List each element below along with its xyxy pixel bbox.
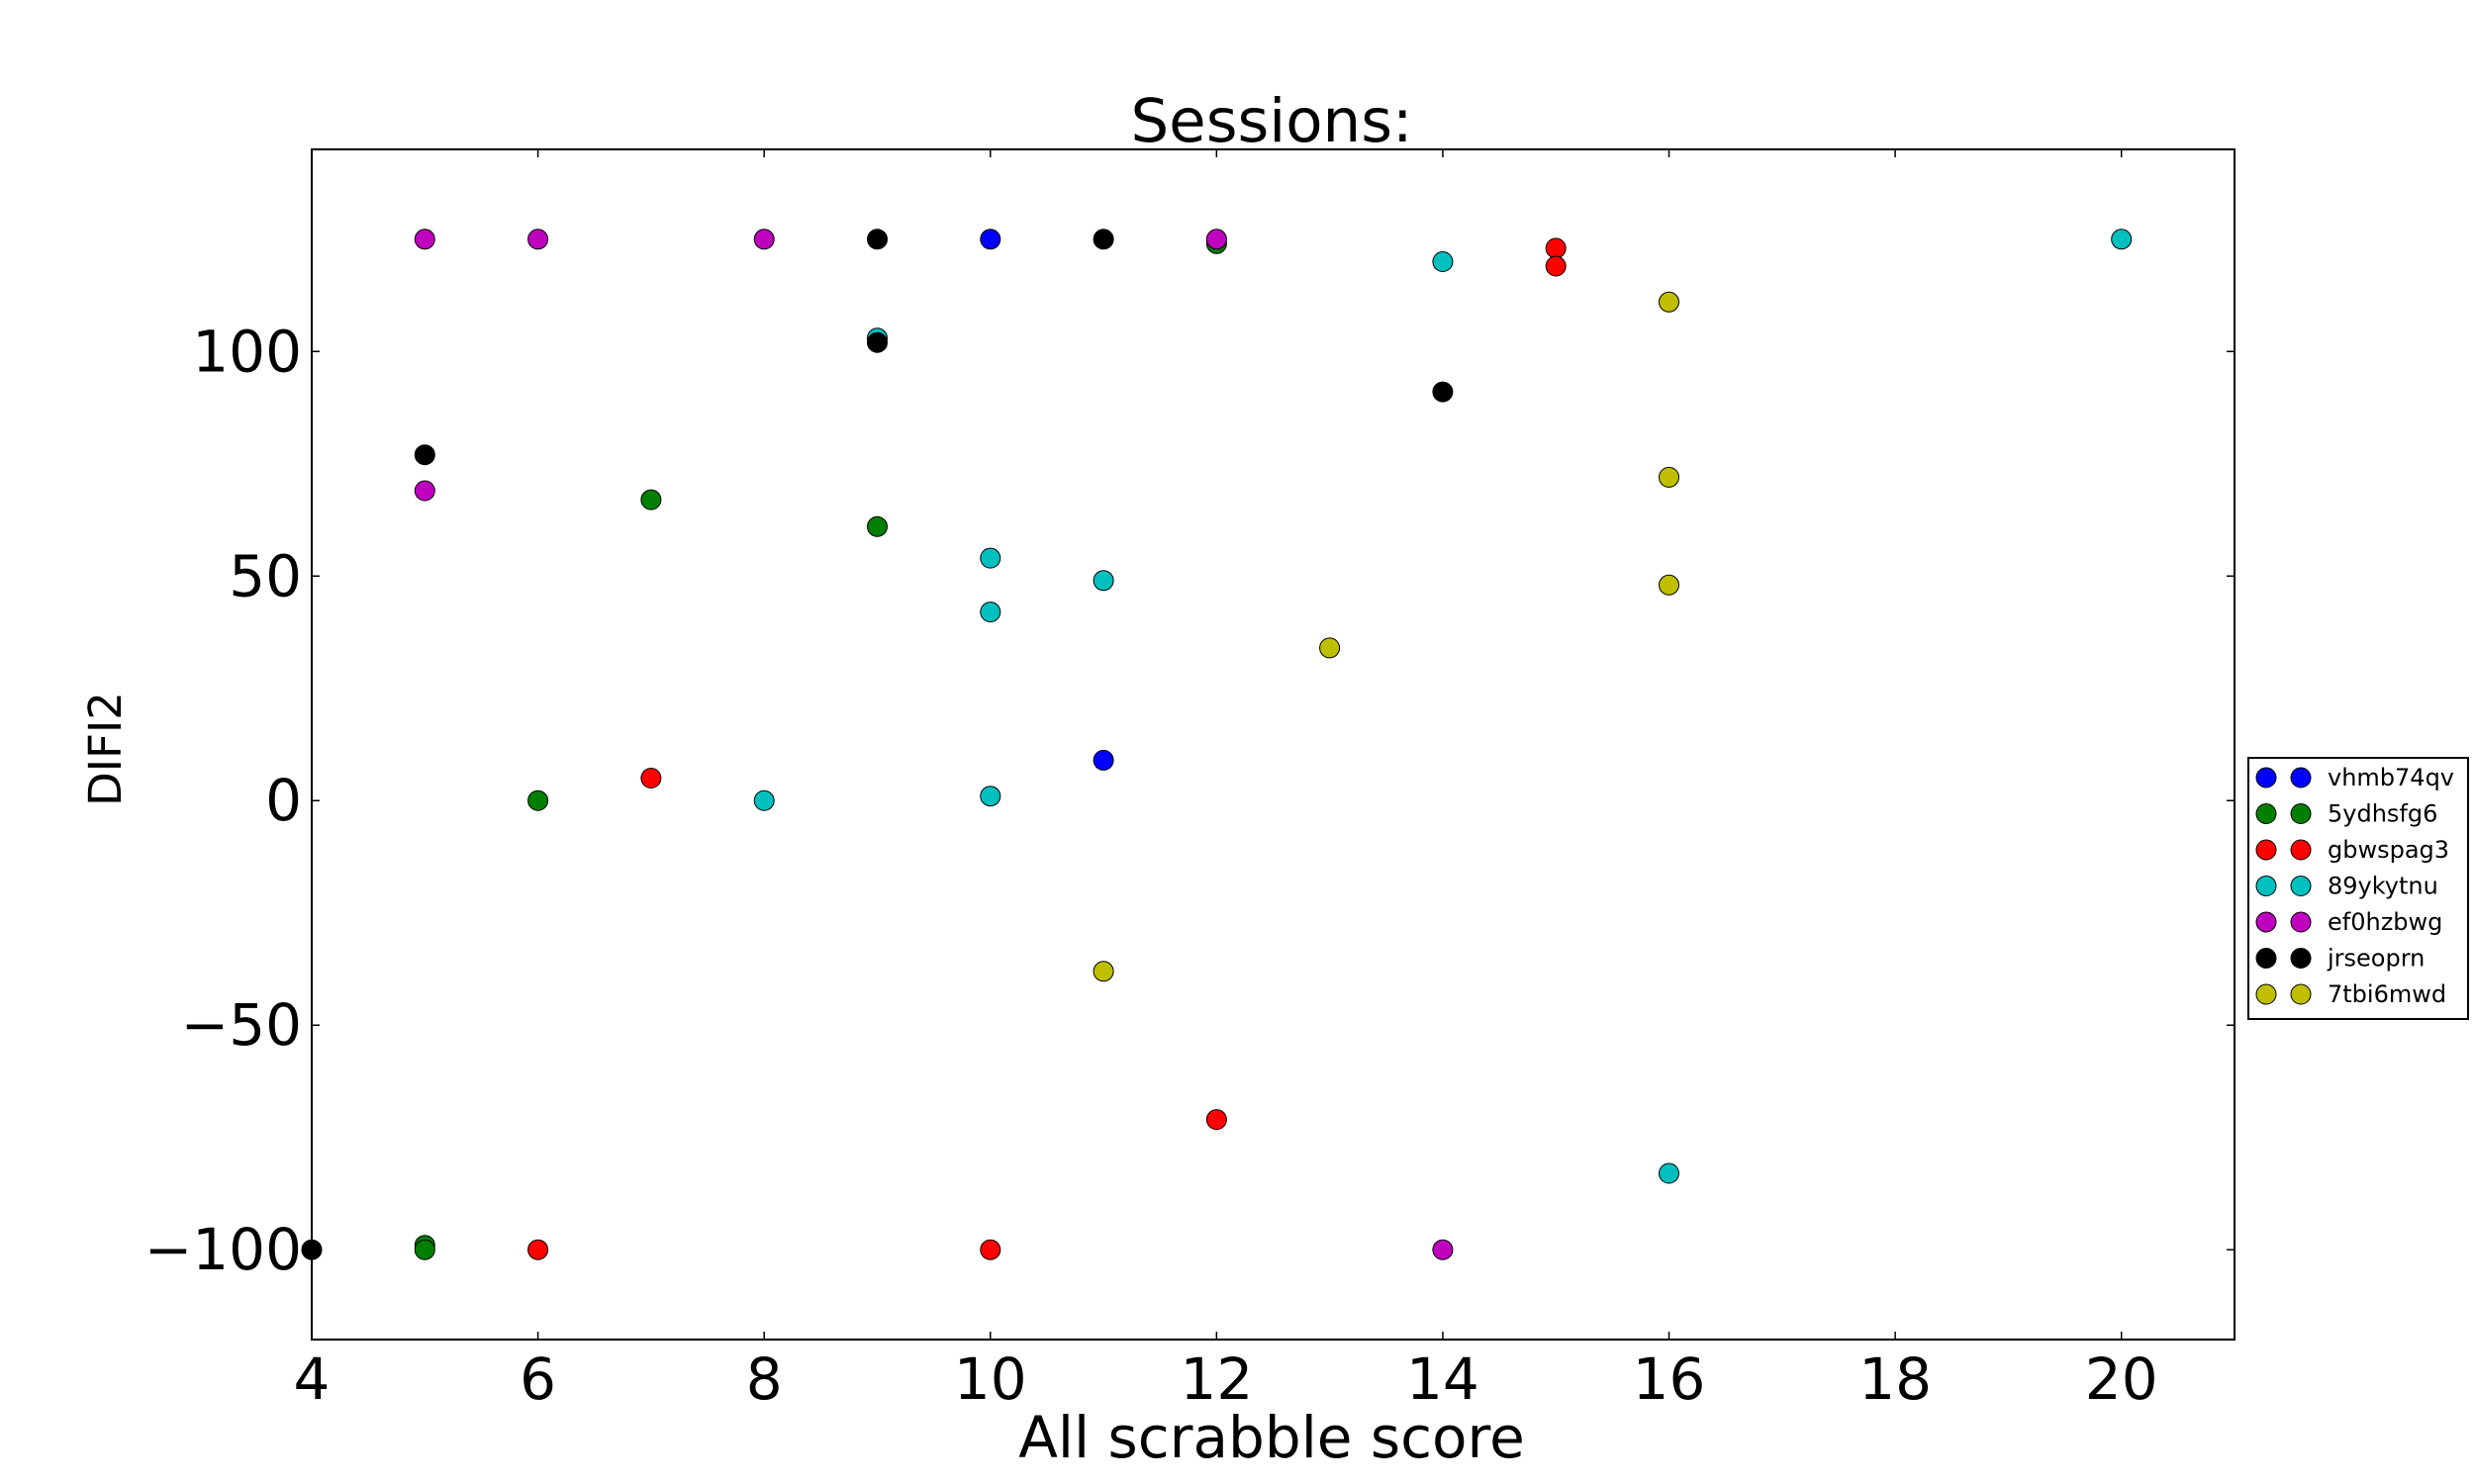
legend-label-ef0hzbwg: ef0hzbwg bbox=[2328, 908, 2442, 936]
x-tick-label: 20 bbox=[2085, 1345, 2158, 1413]
data-point-gbwspag3-5 bbox=[1545, 255, 1567, 277]
data-point-jrseoprn-5 bbox=[1432, 381, 1454, 403]
y-tick-label: 100 bbox=[192, 318, 302, 385]
data-point-7tbi6mwd-0 bbox=[1093, 961, 1114, 982]
y-axis: 100 50 0 −50 −100 bbox=[144, 318, 2235, 1283]
data-point-7tbi6mwd-2 bbox=[1659, 291, 1679, 313]
data-point-89ykytnu-3 bbox=[980, 602, 1001, 623]
y-tick-label: 50 bbox=[229, 542, 302, 609]
legend-label-vhmb74qv: vhmb74qv bbox=[2328, 764, 2454, 791]
data-point-89ykytnu-8 bbox=[2111, 229, 2133, 250]
legend-marker-5ydhsfg6 bbox=[2255, 803, 2277, 824]
y-tick-label: −50 bbox=[181, 991, 302, 1059]
legend-marker-gbwspag3 bbox=[2255, 839, 2277, 861]
legend-label-gbwspag3: gbwspag3 bbox=[2328, 836, 2449, 864]
x-tick-label: 4 bbox=[294, 1345, 331, 1413]
x-axis-label: All scrabble score bbox=[1018, 1404, 1525, 1471]
data-point-gbwspag3-1 bbox=[640, 768, 662, 788]
legend-marker-vhmb74qv-2 bbox=[2290, 767, 2312, 788]
x-axis: 4 6 8 10 12 14 16 18 20 bbox=[294, 149, 2158, 1413]
y-tick-label: 0 bbox=[265, 767, 302, 834]
data-point-gbwspag3-2 bbox=[980, 1239, 1001, 1260]
data-point-89ykytnu-0 bbox=[753, 789, 775, 811]
x-tick-label: 16 bbox=[1633, 1345, 1706, 1413]
y-tick-label: −100 bbox=[144, 1216, 302, 1283]
legend-marker-ef0hzbwg bbox=[2255, 911, 2277, 933]
legend-marker-7tbi6mwd bbox=[2255, 983, 2277, 1005]
data-point-5ydhsfg6-2 bbox=[527, 789, 549, 811]
x-tick-label: 8 bbox=[746, 1345, 783, 1413]
data-point-vhmb74qv-0 bbox=[980, 229, 1001, 250]
legend-marker-jrseoprn bbox=[2255, 948, 2277, 969]
data-point-vhmb74qv-1 bbox=[1093, 749, 1114, 771]
legend-marker-5ydhsfg6-2 bbox=[2290, 803, 2312, 824]
data-point-gbwspag3-3 bbox=[1205, 1109, 1227, 1131]
x-tick-label: 18 bbox=[1858, 1345, 1932, 1413]
data-point-89ykytnu-2 bbox=[980, 547, 1001, 569]
data-point-ef0hzbwg-3 bbox=[753, 229, 775, 250]
legend-marker-89ykytnu bbox=[2255, 876, 2277, 896]
data-point-89ykytnu-5 bbox=[1093, 570, 1114, 592]
plot-points bbox=[301, 229, 2133, 1260]
data-point-89ykytnu-6 bbox=[1432, 251, 1454, 272]
legend-label-jrseoprn: jrseoprn bbox=[2327, 945, 2425, 973]
legend-marker-gbwspag3-2 bbox=[2290, 839, 2312, 861]
legend-marker-jrseoprn-2 bbox=[2290, 948, 2312, 969]
x-tick-label: 14 bbox=[1406, 1345, 1479, 1413]
legend-box bbox=[2247, 757, 2469, 1020]
data-point-7tbi6mwd-3 bbox=[1659, 466, 1679, 488]
data-point-gbwspag3-4 bbox=[1545, 237, 1567, 259]
data-point-jrseoprn-1 bbox=[414, 444, 435, 466]
data-point-ef0hzbwg-0 bbox=[414, 229, 435, 250]
data-point-5ydhsfg6-3 bbox=[640, 489, 662, 510]
plot-frame bbox=[311, 148, 2236, 1341]
y-axis-label: DIFI2 bbox=[79, 692, 132, 806]
data-point-ef0hzbwg-1 bbox=[414, 480, 435, 502]
legend-marker-7tbi6mwd-2 bbox=[2290, 983, 2312, 1005]
data-point-ef0hzbwg-2 bbox=[527, 229, 549, 250]
data-point-7tbi6mwd-4 bbox=[1659, 574, 1679, 596]
data-point-jrseoprn-2 bbox=[867, 229, 888, 250]
legend-marker-vhmb74qv bbox=[2255, 767, 2277, 788]
data-point-89ykytnu-4 bbox=[980, 786, 1001, 807]
legend-marker-ef0hzbwg-2 bbox=[2290, 911, 2312, 933]
legend-label-5ydhsfg6: 5ydhsfg6 bbox=[2328, 800, 2437, 828]
data-point-jrseoprn-3 bbox=[867, 331, 888, 353]
data-point-ef0hzbwg-5 bbox=[1432, 1239, 1454, 1260]
legend: vhmb74qv 5ydhsfg6 gbwspag3 89ykytnu ef0hzbwg… bbox=[2247, 757, 2469, 1020]
legend-marker-89ykytnu-2 bbox=[2290, 876, 2312, 896]
data-point-gbwspag3-0 bbox=[527, 1239, 549, 1260]
legend-label-7tbi6mwd: 7tbi6mwd bbox=[2328, 980, 2446, 1008]
data-point-ef0hzbwg-4 bbox=[1205, 229, 1227, 250]
x-tick-label: 12 bbox=[1180, 1345, 1253, 1413]
legend-label-89ykytnu: 89ykytnu bbox=[2328, 873, 2438, 900]
data-point-jrseoprn-4 bbox=[1093, 229, 1114, 250]
data-point-7tbi6mwd-1 bbox=[1319, 637, 1341, 659]
chart-title: Sessions: bbox=[1130, 86, 1412, 156]
data-point-89ykytnu-7 bbox=[1659, 1162, 1679, 1184]
data-point-5ydhsfg6-1 bbox=[414, 1239, 435, 1260]
x-tick-label: 10 bbox=[954, 1345, 1027, 1413]
data-point-5ydhsfg6-4 bbox=[867, 515, 888, 537]
x-tick-label: 6 bbox=[520, 1345, 556, 1413]
